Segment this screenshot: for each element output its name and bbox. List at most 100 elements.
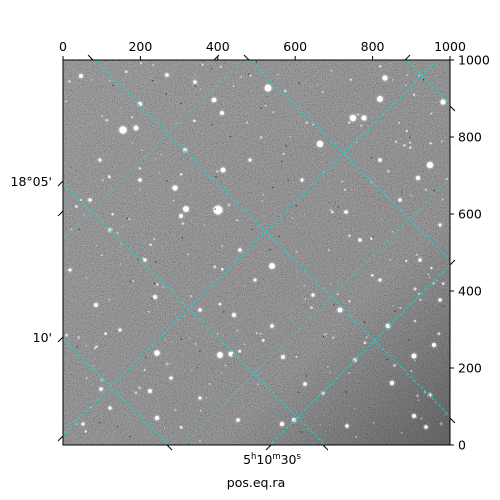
faint-star (132, 280, 134, 283)
faint-star (394, 140, 398, 144)
dark-pixel (295, 204, 297, 207)
star (292, 418, 296, 422)
faint-star (216, 332, 219, 335)
faint-star (360, 124, 363, 127)
faint-star (107, 175, 111, 179)
faint-star (386, 169, 390, 173)
star (303, 382, 307, 386)
top-tick-label: 800 (361, 39, 385, 54)
dark-pixel (337, 206, 339, 208)
star (345, 424, 349, 428)
faint-star (68, 80, 71, 83)
sky-image (63, 60, 450, 445)
faint-star (154, 157, 156, 159)
star (426, 161, 434, 169)
dark-pixel (394, 310, 396, 313)
star (138, 178, 142, 182)
faint-star (201, 63, 204, 66)
faint-star (84, 430, 87, 433)
faint-star (190, 369, 192, 372)
faint-star (398, 121, 401, 124)
faint-star (305, 121, 308, 124)
faint-star (441, 282, 445, 286)
faint-star (244, 285, 246, 287)
dark-pixel (211, 124, 213, 126)
faint-star (403, 143, 406, 147)
faint-star (95, 345, 98, 348)
star (398, 198, 402, 202)
star (270, 324, 274, 328)
faint-star (116, 231, 119, 235)
dark-pixel (155, 261, 157, 263)
faint-star (372, 421, 375, 424)
faint-star (259, 135, 263, 139)
faint-star (417, 399, 420, 401)
faint-star (240, 76, 243, 78)
dark-pixel (280, 160, 283, 162)
faint-star (218, 302, 222, 306)
star (236, 418, 240, 422)
star (179, 214, 183, 218)
dark-pixel (151, 298, 153, 300)
grid-line (182, 180, 448, 445)
star (438, 223, 442, 227)
faint-star (213, 265, 217, 269)
faint-star (330, 210, 334, 214)
dark-pixel (223, 311, 225, 313)
top-tick-label: 0 (59, 39, 67, 54)
dark-pixel (251, 228, 253, 231)
dark-pixel (285, 145, 287, 147)
star (88, 198, 92, 202)
dark-pixel (229, 135, 232, 138)
faint-star (370, 273, 374, 277)
faint-star (236, 329, 239, 332)
right-tick-label: 400 (458, 284, 482, 299)
faint-star (400, 432, 403, 434)
right-tick-label: 800 (458, 130, 482, 145)
faint-star (316, 84, 319, 86)
coord-tick (449, 259, 456, 266)
faint-star (355, 436, 358, 438)
dark-pixel (78, 228, 81, 230)
faint-star (109, 80, 111, 82)
faint-star (85, 377, 88, 380)
dark-pixel (442, 305, 444, 307)
dark-pixel (126, 217, 129, 220)
star (183, 206, 189, 212)
faint-star (160, 153, 163, 156)
faint-star (381, 218, 383, 220)
faint-star (370, 237, 373, 240)
star (183, 148, 187, 152)
faint-star (412, 93, 416, 97)
star (213, 205, 223, 215)
dark-pixel (422, 79, 425, 81)
star (300, 178, 304, 182)
faint-star (444, 413, 446, 416)
faint-star (312, 123, 315, 126)
right-tick-label: 0 (458, 438, 466, 453)
dark-pixel (232, 354, 234, 356)
faint-star (330, 283, 332, 285)
faint-star (291, 217, 294, 220)
faint-star (215, 169, 219, 173)
star (279, 421, 285, 427)
star (389, 380, 395, 386)
faint-star (119, 263, 122, 265)
star (378, 158, 382, 162)
faint-star (147, 311, 150, 313)
star (79, 74, 83, 78)
star (133, 125, 139, 131)
faint-star (324, 332, 327, 336)
faint-star (90, 78, 93, 81)
faint-star (227, 203, 231, 207)
dark-pixel (260, 107, 262, 109)
faint-star (139, 62, 143, 65)
faint-star (194, 342, 197, 346)
faint-star (296, 271, 298, 273)
star (349, 114, 357, 122)
faint-star (400, 138, 402, 140)
faint-star (199, 88, 202, 90)
dark-pixel (196, 367, 198, 369)
star (118, 328, 122, 332)
